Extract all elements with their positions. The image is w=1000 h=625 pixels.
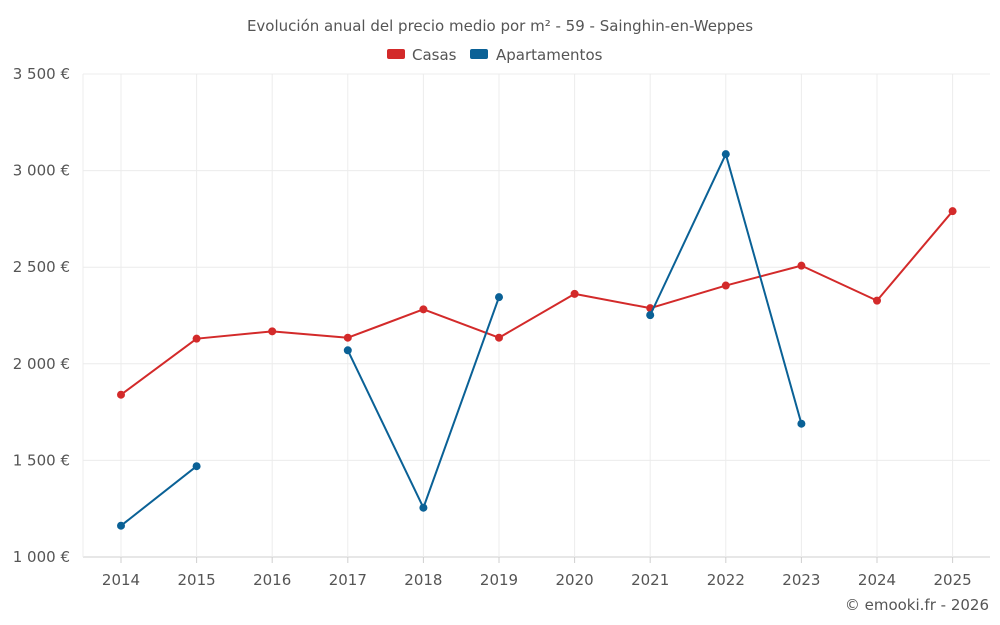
x-tick-label: 2022 [707, 571, 745, 589]
x-tick-label: 2020 [556, 571, 594, 589]
x-tick-label: 2024 [858, 571, 896, 589]
legend: Casas Apartamentos [387, 46, 603, 64]
x-axis: 2014 2015 2016 2017 2018 2019 2020 2021 2022 2023… [102, 557, 972, 589]
x-tick-label: 2023 [782, 571, 820, 589]
x-tick-label: 2025 [934, 571, 972, 589]
data-point-apartamentos-2021[interactable] [646, 311, 655, 320]
grid [82, 73, 990, 558]
data-point-apartamentos-2019[interactable] [495, 293, 503, 302]
x-tick-label: 2017 [329, 571, 367, 589]
series-apartamentos [117, 150, 806, 530]
y-tick-label: 3 500 € [13, 65, 70, 83]
data-point-casas-2022[interactable] [721, 281, 730, 290]
y-axis: 1 000 € 1 500 € 2 000 € 2 500 € 3 000 € 3 500… [13, 65, 70, 566]
series-layer [117, 150, 957, 530]
y-tick-label: 2 000 € [13, 355, 70, 373]
series-line-apartamentos [120, 465, 198, 527]
y-tick-label: 1 000 € [13, 548, 70, 566]
data-point-casas-2018[interactable] [419, 305, 428, 314]
legend-label-apartamentos: Apartamentos [496, 46, 603, 64]
x-tick-label: 2015 [178, 571, 216, 589]
y-tick-label: 2 500 € [13, 258, 70, 276]
y-tick-label: 1 500 € [13, 451, 70, 469]
y-tick-label: 3 000 € [13, 162, 70, 180]
data-point-casas-2019[interactable] [495, 333, 503, 342]
legend-swatch-casas [387, 49, 405, 59]
data-point-apartamentos-2017[interactable] [343, 346, 352, 355]
data-point-casas-2024[interactable] [873, 296, 881, 305]
data-point-casas-2017[interactable] [343, 333, 352, 342]
x-tick-label: 2021 [631, 571, 669, 589]
series-casas [117, 207, 957, 399]
data-point-casas-2023[interactable] [797, 261, 806, 270]
data-point-casas-2025[interactable] [948, 207, 957, 216]
copyright-notice: © emooki.fr - 2026 [845, 596, 989, 614]
x-tick-label: 2014 [102, 571, 140, 589]
data-point-apartamentos-2022[interactable] [721, 150, 730, 159]
legend-item-casas[interactable]: Casas [387, 46, 457, 64]
data-point-apartamentos-2014[interactable] [117, 521, 125, 530]
x-tick-label: 2019 [480, 571, 518, 589]
data-point-apartamentos-2023[interactable] [797, 419, 806, 428]
x-tick-label: 2016 [253, 571, 291, 589]
chart-title: Evolución anual del precio medio por m² … [247, 17, 753, 35]
series-line-casas [120, 210, 954, 396]
data-point-casas-2015[interactable] [192, 334, 201, 343]
x-tick-label: 2018 [404, 571, 442, 589]
data-point-apartamentos-2015[interactable] [192, 462, 201, 471]
data-point-casas-2014[interactable] [117, 390, 125, 399]
data-point-apartamentos-2018[interactable] [419, 503, 428, 512]
legend-label-casas: Casas [412, 46, 457, 64]
data-point-casas-2020[interactable] [570, 289, 579, 298]
legend-swatch-apartamentos [470, 49, 488, 59]
legend-item-apartamentos[interactable]: Apartamentos [470, 46, 603, 64]
data-point-casas-2016[interactable] [268, 327, 277, 336]
